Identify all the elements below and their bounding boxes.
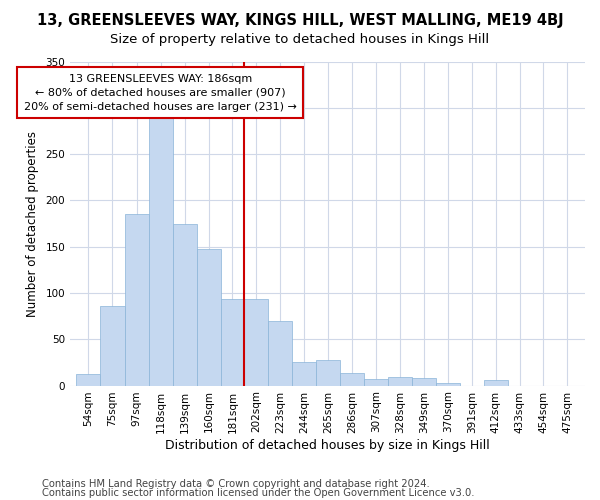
Bar bbox=[149, 117, 173, 386]
Bar bbox=[436, 383, 460, 386]
Text: Size of property relative to detached houses in Kings Hill: Size of property relative to detached ho… bbox=[110, 32, 490, 46]
Bar bbox=[125, 214, 149, 386]
Text: 13, GREENSLEEVES WAY, KINGS HILL, WEST MALLING, ME19 4BJ: 13, GREENSLEEVES WAY, KINGS HILL, WEST M… bbox=[37, 12, 563, 28]
Bar bbox=[388, 377, 412, 386]
Bar bbox=[100, 306, 125, 386]
Bar bbox=[484, 380, 508, 386]
Bar bbox=[340, 372, 364, 386]
X-axis label: Distribution of detached houses by size in Kings Hill: Distribution of detached houses by size … bbox=[165, 440, 490, 452]
Bar bbox=[244, 300, 268, 386]
Text: Contains HM Land Registry data © Crown copyright and database right 2024.: Contains HM Land Registry data © Crown c… bbox=[42, 479, 430, 489]
Bar bbox=[364, 379, 388, 386]
Bar bbox=[316, 360, 340, 386]
Bar bbox=[221, 300, 244, 386]
Bar bbox=[197, 250, 221, 386]
Bar bbox=[292, 362, 316, 386]
Bar bbox=[412, 378, 436, 386]
Bar bbox=[173, 224, 197, 386]
Bar bbox=[268, 321, 292, 386]
Text: Contains public sector information licensed under the Open Government Licence v3: Contains public sector information licen… bbox=[42, 488, 475, 498]
Text: 13 GREENSLEEVES WAY: 186sqm
← 80% of detached houses are smaller (907)
20% of se: 13 GREENSLEEVES WAY: 186sqm ← 80% of det… bbox=[24, 74, 296, 112]
Y-axis label: Number of detached properties: Number of detached properties bbox=[26, 130, 38, 316]
Bar bbox=[76, 374, 100, 386]
